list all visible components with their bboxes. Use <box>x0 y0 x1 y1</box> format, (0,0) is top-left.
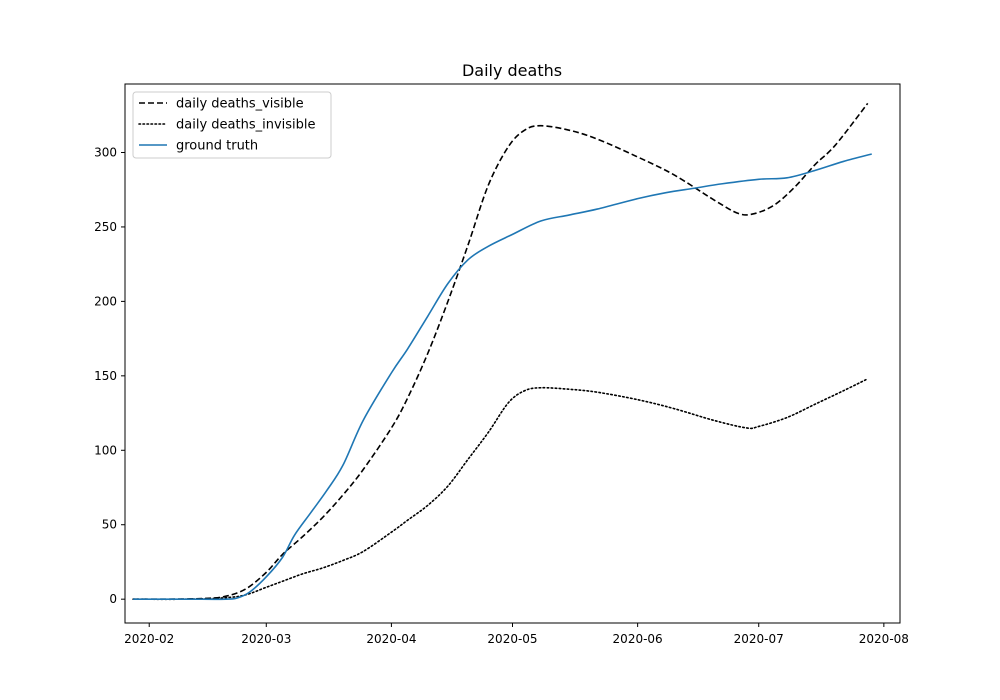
x-tick-label: 2020-03 <box>241 632 291 646</box>
y-tick-label: 300 <box>94 145 117 159</box>
series-layer <box>132 102 872 601</box>
x-tick-label: 2020-06 <box>613 632 663 646</box>
series-line-daily-deaths-invisible <box>132 378 869 601</box>
x-tick-label: 2020-08 <box>859 632 909 646</box>
legend-label-ground-truth: ground truth <box>176 139 258 154</box>
series-line-daily-deaths-visible <box>133 102 869 601</box>
y-tick-label: 200 <box>94 294 117 308</box>
y-tick-label: 150 <box>94 369 117 383</box>
series-line-ground-truth <box>133 153 872 601</box>
y-tick-label: 250 <box>94 220 117 234</box>
legend-label-daily-deaths-invisible: daily deaths_invisible <box>176 118 316 133</box>
y-tick-label: 50 <box>102 518 117 532</box>
y-axis: 0 50 100 150 200 250 300 <box>94 145 125 606</box>
x-axis: 2020-02 2020-03 2020-04 2020-05 2020-06 2020-… <box>124 623 909 646</box>
legend-label-daily-deaths-visible: daily deaths_visible <box>176 97 304 112</box>
x-tick-label: 2020-02 <box>124 632 174 646</box>
x-tick-label: 2020-07 <box>734 632 784 646</box>
legend-box <box>132 91 332 159</box>
y-tick-label: 0 <box>109 592 117 606</box>
y-tick-label: 100 <box>94 443 117 457</box>
x-tick-label: 2020-04 <box>366 632 416 646</box>
chart-title: Daily deaths <box>462 61 562 80</box>
x-tick-label: 2020-05 <box>487 632 537 646</box>
